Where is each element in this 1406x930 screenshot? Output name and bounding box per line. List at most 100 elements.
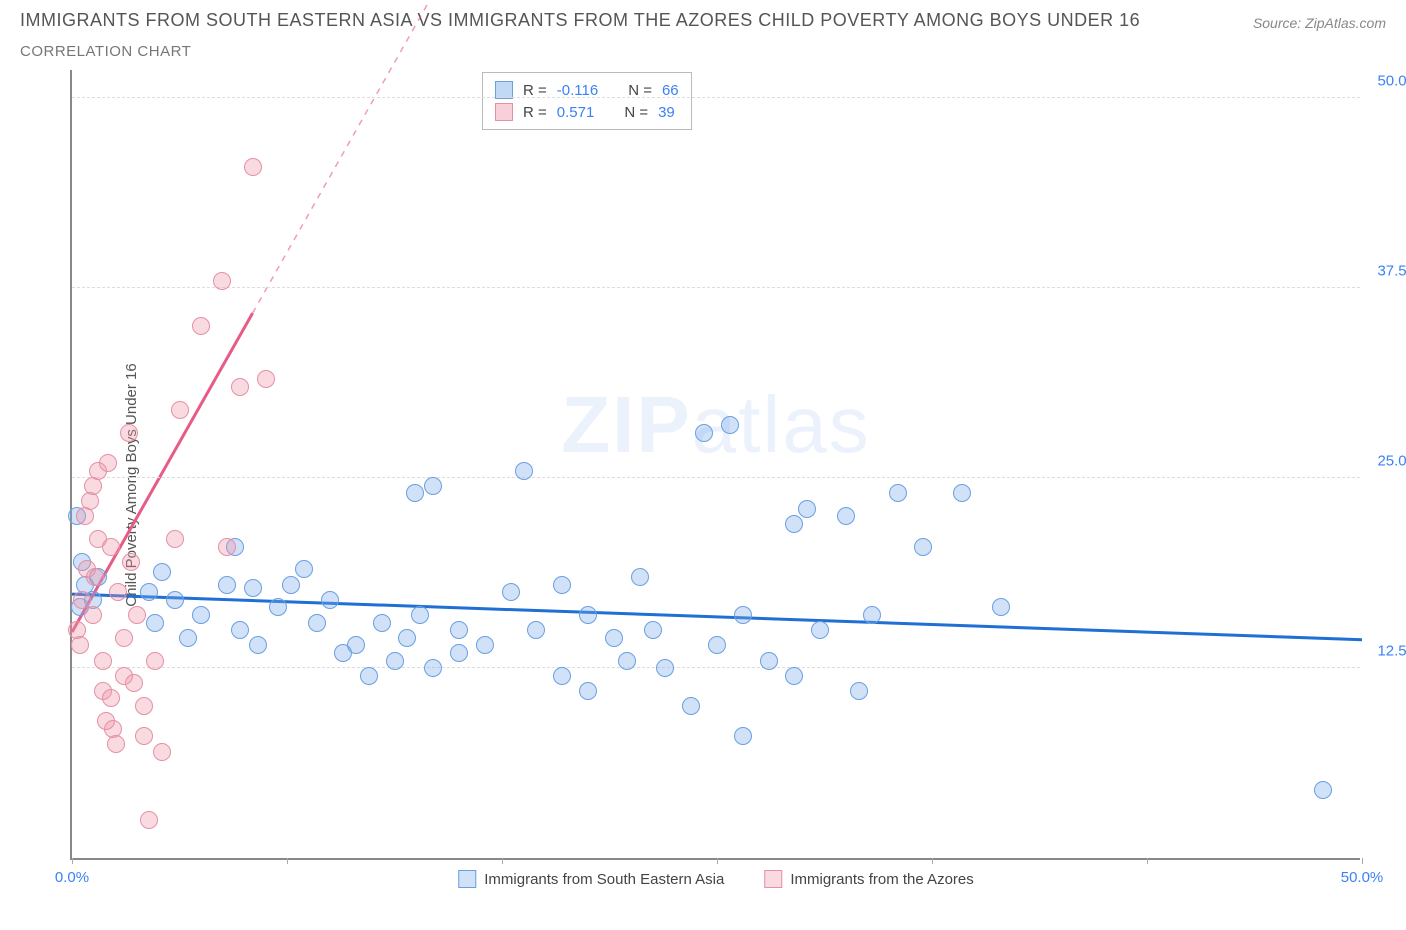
y-tick-label: 25.0% [1377, 453, 1406, 470]
watermark: ZIPatlas [561, 379, 870, 471]
data-point [953, 484, 971, 502]
data-point [734, 727, 752, 745]
data-point [81, 492, 99, 510]
data-point [798, 500, 816, 518]
data-point [128, 606, 146, 624]
data-point [863, 606, 881, 624]
gridline [72, 97, 1360, 98]
data-point [424, 477, 442, 495]
data-point [269, 598, 287, 616]
page-subtitle: CORRELATION CHART [20, 43, 1386, 60]
legend-n-label: N = [628, 82, 652, 99]
data-point [218, 576, 236, 594]
data-point [135, 697, 153, 715]
legend-swatch [764, 870, 782, 888]
gridline [72, 287, 1360, 288]
data-point [656, 659, 674, 677]
y-tick-label: 12.5% [1377, 643, 1406, 660]
data-point [295, 560, 313, 578]
data-point [146, 652, 164, 670]
data-point [373, 614, 391, 632]
data-point [71, 636, 89, 654]
x-tick [717, 858, 718, 864]
data-point [146, 614, 164, 632]
data-point [424, 659, 442, 677]
gridline [72, 477, 1360, 478]
page-title: IMMIGRANTS FROM SOUTH EASTERN ASIA VS IM… [20, 10, 1140, 31]
x-tick-label: 0.0% [55, 869, 89, 886]
x-tick [287, 858, 288, 864]
data-point [502, 583, 520, 601]
data-point [140, 811, 158, 829]
stats-legend: R =-0.116N =66R =0.571N =39 [482, 72, 692, 130]
data-point [785, 515, 803, 533]
data-point [450, 644, 468, 662]
legend-r-value: 0.571 [557, 104, 595, 121]
data-point [515, 462, 533, 480]
data-point [218, 538, 236, 556]
data-point [192, 317, 210, 335]
data-point [618, 652, 636, 670]
legend-swatch [458, 870, 476, 888]
data-point [553, 667, 571, 685]
data-point [192, 606, 210, 624]
data-point [244, 158, 262, 176]
data-point [244, 579, 262, 597]
data-point [321, 591, 339, 609]
data-point [102, 538, 120, 556]
data-point [760, 652, 778, 670]
data-point [837, 507, 855, 525]
series-name: Immigrants from South Eastern Asia [484, 871, 724, 888]
data-point [249, 636, 267, 654]
data-point [257, 370, 275, 388]
data-point [135, 727, 153, 745]
data-point [644, 621, 662, 639]
legend-n-value: 66 [662, 82, 679, 99]
data-point [125, 674, 143, 692]
data-point [360, 667, 378, 685]
series-name: Immigrants from the Azores [790, 871, 973, 888]
data-point [171, 401, 189, 419]
legend-r-value: -0.116 [557, 82, 598, 99]
data-point [166, 530, 184, 548]
data-point [605, 629, 623, 647]
legend-swatch [495, 81, 513, 99]
legend-row: R =0.571N =39 [495, 101, 679, 123]
legend-n-value: 39 [658, 104, 675, 121]
x-tick [1147, 858, 1148, 864]
data-point [914, 538, 932, 556]
data-point [109, 583, 127, 601]
data-point [992, 598, 1010, 616]
data-point [282, 576, 300, 594]
data-point [347, 636, 365, 654]
series-legend-item: Immigrants from South Eastern Asia [458, 870, 724, 888]
data-point [115, 629, 133, 647]
trend-lines [72, 70, 1362, 860]
data-point [308, 614, 326, 632]
data-point [122, 553, 140, 571]
data-point [120, 424, 138, 442]
data-point [406, 484, 424, 502]
x-tick [932, 858, 933, 864]
data-point [734, 606, 752, 624]
y-tick-label: 37.5% [1377, 263, 1406, 280]
data-point [398, 629, 416, 647]
data-point [695, 424, 713, 442]
data-point [94, 652, 112, 670]
legend-r-label: R = [523, 104, 547, 121]
data-point [527, 621, 545, 639]
data-point [785, 667, 803, 685]
y-tick-label: 50.0% [1377, 73, 1406, 90]
data-point [579, 682, 597, 700]
data-point [682, 697, 700, 715]
data-point [99, 454, 117, 472]
gridline [72, 667, 1360, 668]
x-tick [72, 858, 73, 864]
legend-r-label: R = [523, 82, 547, 99]
data-point [153, 563, 171, 581]
data-point [476, 636, 494, 654]
data-point [213, 272, 231, 290]
data-point [102, 689, 120, 707]
data-point [140, 583, 158, 601]
legend-swatch [495, 103, 513, 121]
